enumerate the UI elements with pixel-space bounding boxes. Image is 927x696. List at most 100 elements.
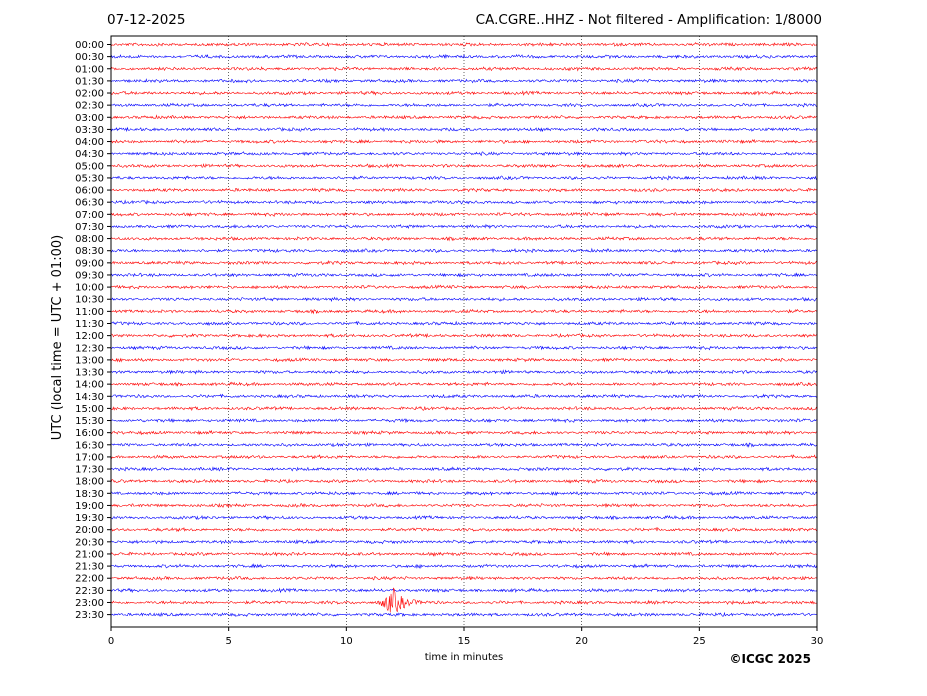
trace-row-0430 <box>110 151 818 157</box>
trace-row-2030 <box>110 539 818 545</box>
trace-row-1800 <box>110 478 818 484</box>
y-tick-label: 23:00 <box>75 598 104 609</box>
y-tick-label: 18:30 <box>75 489 104 500</box>
y-tick-label: 10:30 <box>75 295 104 306</box>
trace-row-0730 <box>110 223 818 230</box>
y-tick-label: 14:00 <box>75 380 104 391</box>
y-tick-label: 20:00 <box>75 525 104 536</box>
y-tick-label: 04:30 <box>75 149 104 160</box>
trace-row-0600 <box>110 187 818 193</box>
y-tick-label: 11:30 <box>75 319 104 330</box>
trace-row-1330 <box>110 369 818 375</box>
y-tick-label: 10:00 <box>75 283 104 294</box>
y-tick-label: 12:30 <box>75 343 104 354</box>
trace-row-1230 <box>110 345 818 351</box>
x-tick-label: 30 <box>811 636 824 647</box>
trace-row-0000 <box>110 41 818 48</box>
y-tick-label: 11:00 <box>75 307 104 318</box>
date-label: 07-12-2025 <box>107 12 186 28</box>
y-tick-label: 14:30 <box>75 392 104 403</box>
x-axis-title: time in minutes <box>425 652 504 663</box>
y-tick-label: 18:00 <box>75 477 104 488</box>
x-tick-label: 5 <box>225 636 231 647</box>
trace-row-0230 <box>110 102 818 108</box>
y-tick-label: 23:30 <box>75 610 104 621</box>
station-title: CA.CGRE..HHZ - Not filtered - Amplificat… <box>475 12 822 28</box>
y-tick-label: 17:30 <box>75 465 104 476</box>
trace-row-1500 <box>110 405 818 412</box>
y-tick-label: 09:30 <box>75 270 104 281</box>
y-tick-label: 08:30 <box>75 246 104 257</box>
y-tick-label: 21:00 <box>75 549 104 560</box>
trace-row-0530 <box>110 175 818 181</box>
y-tick-label: 06:30 <box>75 198 104 209</box>
y-tick-label: 13:30 <box>75 368 104 379</box>
x-tick-label: 15 <box>458 636 471 647</box>
y-tick-label: 05:30 <box>75 173 104 184</box>
trace-row-0200 <box>110 90 818 96</box>
y-tick-label: 03:00 <box>75 113 104 124</box>
y-axis-title: UTC (local time = UTC + 01:00) <box>50 235 65 440</box>
trace-row-1530 <box>110 418 818 424</box>
y-tick-label: 20:30 <box>75 537 104 548</box>
y-tick-label: 01:00 <box>75 64 104 75</box>
x-tick-label: 10 <box>340 636 353 647</box>
trace-row-2300 <box>110 587 818 613</box>
y-tick-label: 08:00 <box>75 234 104 245</box>
y-tick-label: 01:30 <box>75 76 104 87</box>
y-tick-label: 17:00 <box>75 452 104 463</box>
y-tick-label: 05:00 <box>75 161 104 172</box>
trace-row-1100 <box>110 308 818 315</box>
y-tick-label: 19:30 <box>75 513 104 524</box>
copyright-label: ©ICGC 2025 <box>729 652 811 666</box>
trace-row-0130 <box>110 78 818 84</box>
trace-row-0300 <box>110 114 818 120</box>
y-tick-label: 22:00 <box>75 574 104 585</box>
x-tick-label: 0 <box>108 636 114 647</box>
trace-row-2100 <box>110 551 818 557</box>
trace-row-1300 <box>110 357 818 363</box>
y-tick-label: 03:30 <box>75 125 104 136</box>
y-tick-label: 22:30 <box>75 586 104 597</box>
trace-row-0630 <box>110 199 818 205</box>
trace-row-2130 <box>110 563 818 569</box>
y-tick-label: 15:30 <box>75 416 104 427</box>
trace-row-1730 <box>110 466 818 472</box>
trace-row-0700 <box>110 211 818 217</box>
trace-row-1900 <box>110 502 818 509</box>
trace-row-0330 <box>110 126 818 133</box>
trace-row-0800 <box>110 236 818 242</box>
y-tick-label: 02:00 <box>75 89 104 100</box>
trace-row-0830 <box>110 247 818 254</box>
y-tick-label: 16:00 <box>75 428 104 439</box>
trace-row-0500 <box>110 163 818 169</box>
y-tick-label: 19:00 <box>75 501 104 512</box>
trace-row-0100 <box>110 66 818 72</box>
y-tick-label: 02:30 <box>75 101 104 112</box>
trace-row-1130 <box>110 320 818 327</box>
trace-row-1600 <box>110 429 818 436</box>
trace-row-1830 <box>110 490 818 497</box>
trace-row-2000 <box>110 527 818 533</box>
trace-row-2230 <box>110 587 818 594</box>
trace-row-1400 <box>110 381 818 387</box>
trace-row-1200 <box>110 332 818 339</box>
trace-row-1930 <box>110 514 818 521</box>
trace-row-1030 <box>110 296 818 303</box>
trace-row-2330 <box>110 611 818 618</box>
y-tick-label: 09:00 <box>75 258 104 269</box>
vertical-grid <box>228 36 700 627</box>
y-tick-label: 00:30 <box>75 52 104 63</box>
trace-row-1630 <box>110 442 818 448</box>
y-tick-label: 15:00 <box>75 404 104 415</box>
y-tick-label: 04:00 <box>75 137 104 148</box>
trace-row-0930 <box>110 272 818 278</box>
y-tick-label: 13:00 <box>75 355 104 366</box>
plot-frame <box>110 35 818 628</box>
y-tick-label: 07:00 <box>75 210 104 221</box>
x-tick-label: 20 <box>575 636 588 647</box>
y-tick-label: 12:00 <box>75 331 104 342</box>
y-tick-label: 16:30 <box>75 440 104 451</box>
